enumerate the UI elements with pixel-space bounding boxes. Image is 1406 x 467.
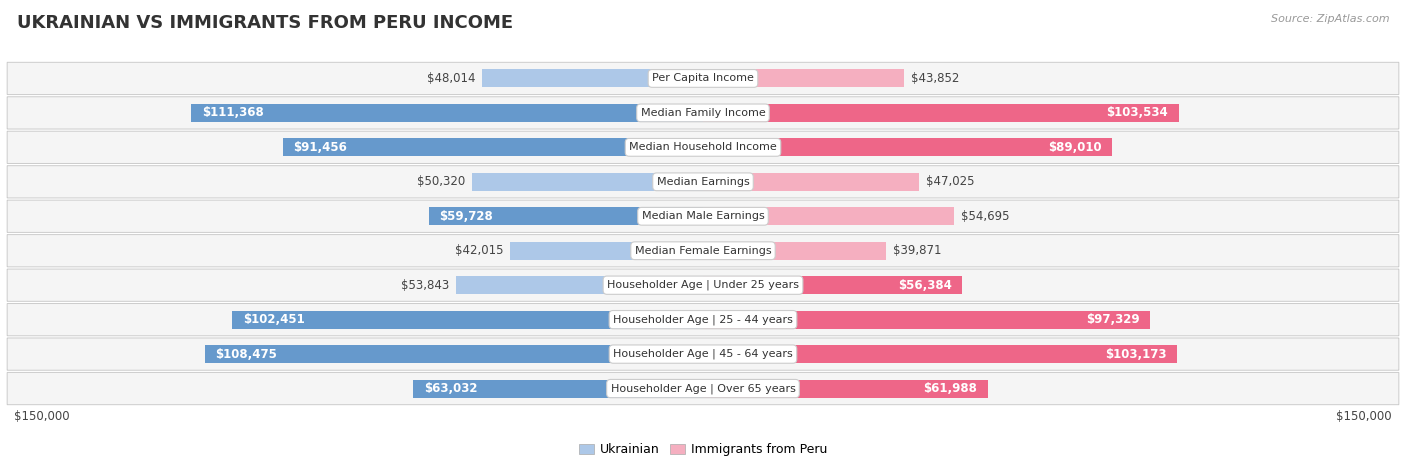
Text: UKRAINIAN VS IMMIGRANTS FROM PERU INCOME: UKRAINIAN VS IMMIGRANTS FROM PERU INCOME	[17, 14, 513, 32]
Text: $43,852: $43,852	[911, 72, 960, 85]
Text: $63,032: $63,032	[423, 382, 477, 395]
Text: $150,000: $150,000	[14, 410, 70, 423]
Text: $103,534: $103,534	[1107, 106, 1168, 120]
FancyBboxPatch shape	[7, 62, 1399, 94]
Bar	[283, 138, 703, 156]
Text: Householder Age | Over 65 years: Householder Age | Over 65 years	[610, 383, 796, 394]
FancyBboxPatch shape	[7, 338, 1399, 370]
Bar	[703, 104, 1178, 122]
Bar	[703, 345, 1177, 363]
Text: Median Earnings: Median Earnings	[657, 177, 749, 187]
Text: $59,728: $59,728	[439, 210, 492, 223]
Text: $47,025: $47,025	[927, 175, 974, 188]
Text: Median Male Earnings: Median Male Earnings	[641, 211, 765, 221]
FancyBboxPatch shape	[7, 166, 1399, 198]
Text: $108,475: $108,475	[215, 347, 277, 361]
Bar	[232, 311, 703, 329]
Bar	[205, 345, 703, 363]
Text: $50,320: $50,320	[416, 175, 465, 188]
Bar	[482, 70, 703, 87]
Text: Median Female Earnings: Median Female Earnings	[634, 246, 772, 256]
Text: $150,000: $150,000	[1336, 410, 1392, 423]
Text: $48,014: $48,014	[427, 72, 475, 85]
Bar	[703, 276, 962, 294]
FancyBboxPatch shape	[7, 373, 1399, 405]
Text: $42,015: $42,015	[454, 244, 503, 257]
Text: Householder Age | Under 25 years: Householder Age | Under 25 years	[607, 280, 799, 290]
Text: $91,456: $91,456	[294, 141, 347, 154]
Bar	[429, 207, 703, 225]
Legend: Ukrainian, Immigrants from Peru: Ukrainian, Immigrants from Peru	[574, 439, 832, 461]
FancyBboxPatch shape	[7, 200, 1399, 233]
Text: $53,843: $53,843	[401, 279, 449, 292]
Bar	[472, 173, 703, 191]
Text: Median Family Income: Median Family Income	[641, 108, 765, 118]
Bar	[703, 173, 920, 191]
FancyBboxPatch shape	[7, 131, 1399, 163]
Text: $39,871: $39,871	[893, 244, 942, 257]
Text: $111,368: $111,368	[202, 106, 263, 120]
Text: $103,173: $103,173	[1105, 347, 1167, 361]
Bar	[703, 380, 987, 397]
Bar	[703, 138, 1112, 156]
Bar	[413, 380, 703, 397]
Bar	[456, 276, 703, 294]
Text: Source: ZipAtlas.com: Source: ZipAtlas.com	[1271, 14, 1389, 24]
Text: $97,329: $97,329	[1085, 313, 1140, 326]
Bar	[191, 104, 703, 122]
Bar	[703, 207, 955, 225]
Text: Householder Age | 25 - 44 years: Householder Age | 25 - 44 years	[613, 314, 793, 325]
Text: Per Capita Income: Per Capita Income	[652, 73, 754, 84]
Text: $89,010: $89,010	[1047, 141, 1101, 154]
FancyBboxPatch shape	[7, 234, 1399, 267]
FancyBboxPatch shape	[7, 269, 1399, 301]
Bar	[510, 242, 703, 260]
Text: $56,384: $56,384	[898, 279, 952, 292]
FancyBboxPatch shape	[7, 304, 1399, 336]
Bar	[703, 311, 1150, 329]
Text: $54,695: $54,695	[962, 210, 1010, 223]
Bar	[703, 242, 886, 260]
Text: Median Household Income: Median Household Income	[628, 142, 778, 152]
FancyBboxPatch shape	[7, 97, 1399, 129]
Bar	[703, 70, 904, 87]
Text: Householder Age | 45 - 64 years: Householder Age | 45 - 64 years	[613, 349, 793, 359]
Text: $61,988: $61,988	[924, 382, 977, 395]
Text: $102,451: $102,451	[243, 313, 305, 326]
